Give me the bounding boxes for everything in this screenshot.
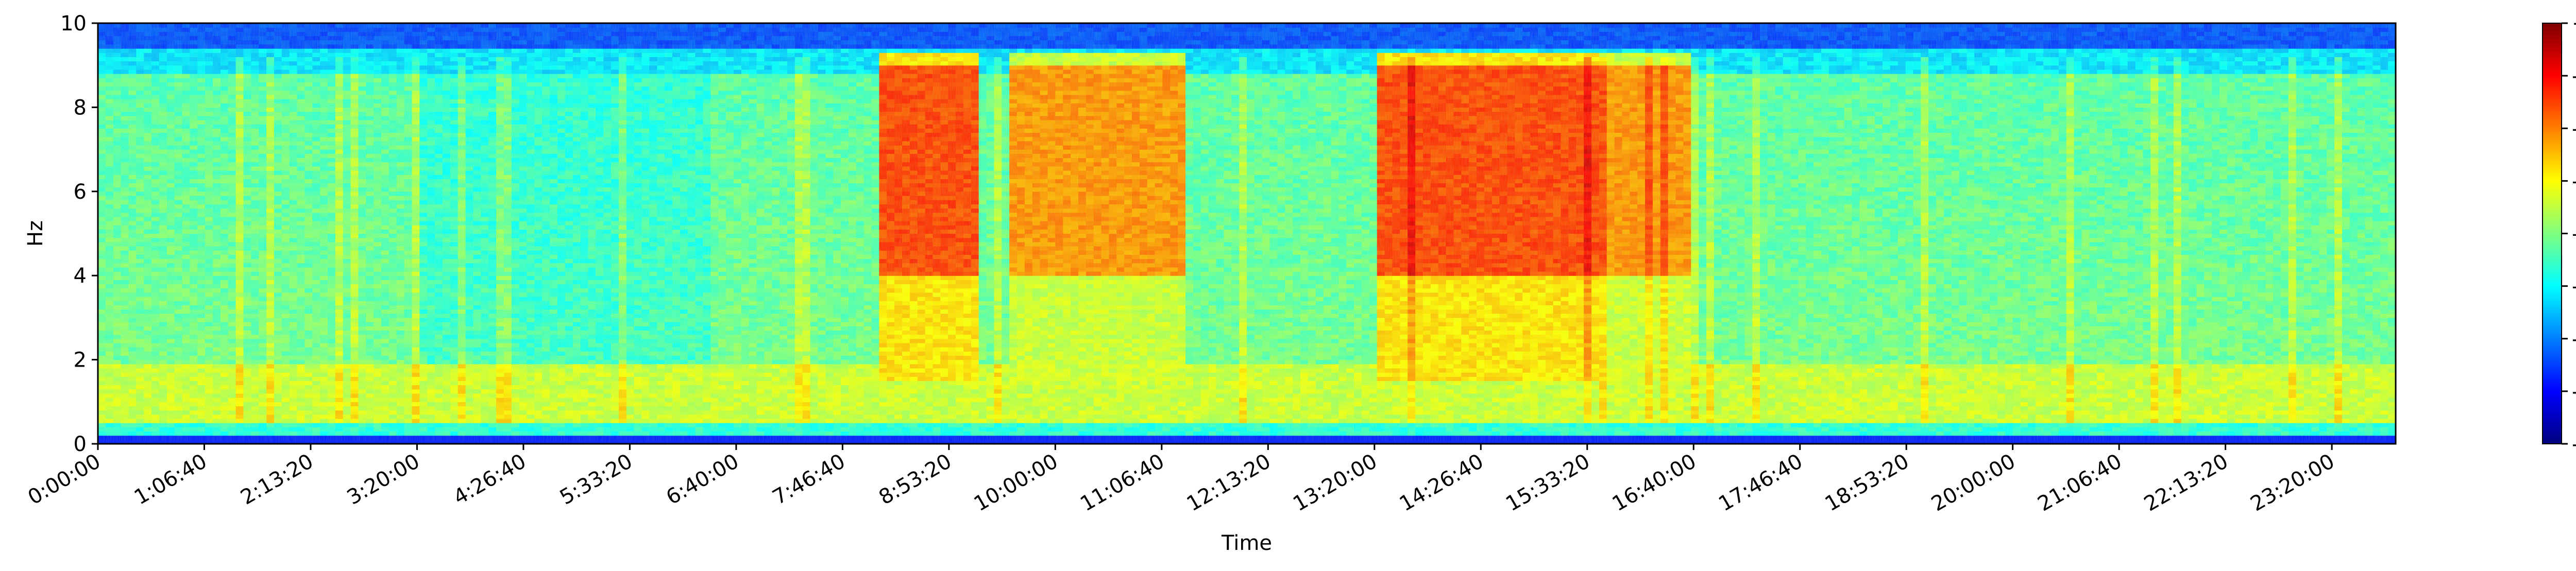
plot-area (98, 23, 2396, 444)
spectrogram-image (98, 23, 2396, 444)
